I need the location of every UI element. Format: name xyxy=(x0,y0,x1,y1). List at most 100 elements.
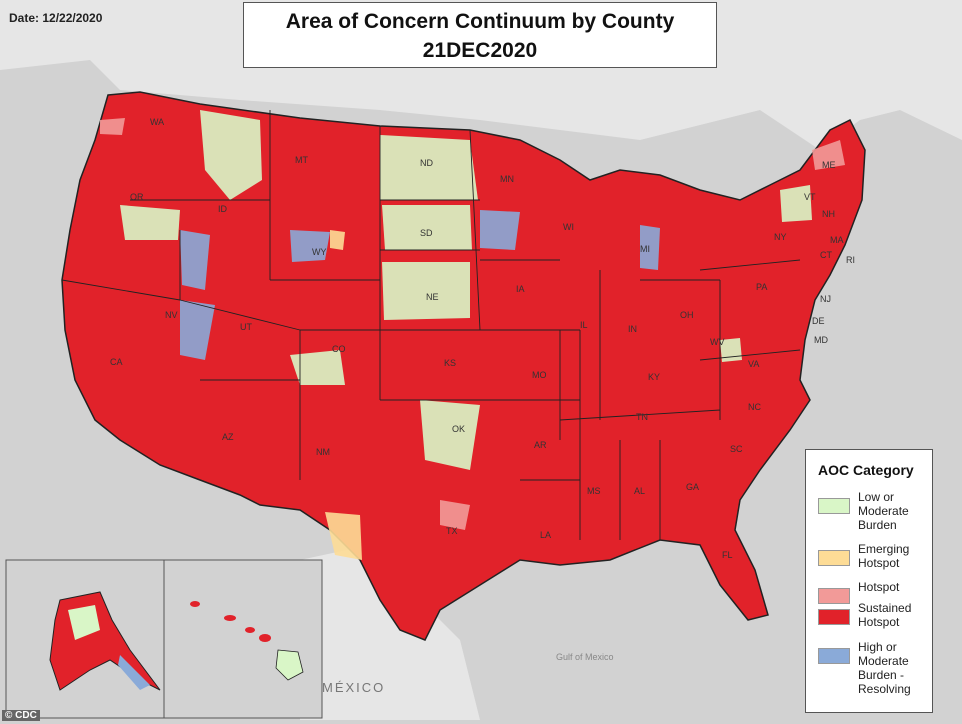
gulf-label: Gulf of Mexico xyxy=(556,652,614,662)
state-label-md: MD xyxy=(814,335,828,345)
state-label-ma: MA xyxy=(830,235,844,245)
state-label-pa: PA xyxy=(756,282,767,292)
state-label-sd: SD xyxy=(420,228,433,238)
state-label-oh: OH xyxy=(680,310,694,320)
state-label-ia: IA xyxy=(516,284,525,294)
legend-label-sustained: Sustained Hotspot xyxy=(858,601,912,629)
county-patch xyxy=(120,205,180,240)
county-patch xyxy=(180,300,215,360)
hawaii-big-island xyxy=(275,649,304,681)
legend-swatch-hotspot xyxy=(818,588,850,604)
state-label-nd: ND xyxy=(420,158,433,168)
county-patch xyxy=(382,262,470,320)
state-label-ca: CA xyxy=(110,357,123,367)
contiguous-us xyxy=(61,91,866,641)
county-patch xyxy=(330,230,345,250)
state-label-ut: UT xyxy=(240,322,252,332)
state-label-tn: TN xyxy=(636,412,648,422)
state-label-tx: TX xyxy=(446,526,458,536)
state-label-co: CO xyxy=(332,344,346,354)
state-label-wy: WY xyxy=(312,247,327,257)
state-label-nc: NC xyxy=(748,402,761,412)
county-patch xyxy=(200,110,262,200)
legend-item-emerging: Emerging Hotspot xyxy=(818,542,930,570)
county-patch xyxy=(382,205,472,250)
hawaii-inset xyxy=(163,559,323,719)
state-label-ct: CT xyxy=(820,250,832,260)
state-label-id: ID xyxy=(218,204,228,214)
state-borders xyxy=(61,110,801,540)
state-label-mt: MT xyxy=(295,155,308,165)
county-patch xyxy=(180,230,210,290)
state-label-or: OR xyxy=(130,192,144,202)
legend-item-resolving: High or Moderate Burden - Resolving xyxy=(818,640,930,696)
legend-label-emerging: Emerging Hotspot xyxy=(858,542,910,570)
state-label-il: IL xyxy=(580,320,588,330)
legend-label-low: Low or Moderate Burden xyxy=(858,490,909,532)
title-box: Area of Concern Continuum by County 21DE… xyxy=(243,2,717,68)
state-label-al: AL xyxy=(634,486,645,496)
legend-label-resolving: High or Moderate Burden - Resolving xyxy=(858,640,911,696)
state-label-mo: MO xyxy=(532,370,547,380)
legend-swatch-sustained xyxy=(818,609,850,625)
state-label-nj: NJ xyxy=(820,294,831,304)
state-label-la: LA xyxy=(540,530,551,540)
legend-title: AOC Category xyxy=(818,462,914,478)
legend-item-hotspot: Hotspot xyxy=(818,580,930,604)
state-label-sc: SC xyxy=(730,444,743,454)
state-label-ga: GA xyxy=(686,482,699,492)
state-label-mi: MI xyxy=(640,244,650,254)
state-label-ky: KY xyxy=(648,372,660,382)
state-label-va: VA xyxy=(748,359,759,369)
county-patch xyxy=(380,135,478,200)
state-label-nv: NV xyxy=(165,310,178,320)
state-label-wv: WV xyxy=(710,337,725,347)
legend-item-low: Low or Moderate Burden xyxy=(818,490,930,532)
mexico-landmass xyxy=(300,545,480,720)
date-label: Date: 12/22/2020 xyxy=(9,11,103,25)
state-label-wa: WA xyxy=(150,117,164,127)
county-patches xyxy=(60,110,845,640)
state-label-me: ME xyxy=(822,160,836,170)
state-label-ri: RI xyxy=(846,255,855,265)
county-patch xyxy=(780,185,812,222)
state-label-ar: AR xyxy=(534,440,547,450)
mexico-label: MÉXICO xyxy=(322,680,385,695)
state-label-ok: OK xyxy=(452,424,465,434)
state-label-de: DE xyxy=(812,316,825,326)
state-label-nm: NM xyxy=(316,447,330,457)
county-patch xyxy=(480,210,520,250)
state-label-vt: VT xyxy=(804,192,816,202)
cdc-credit: © CDC xyxy=(2,710,40,721)
state-label-in: IN xyxy=(628,324,637,334)
canada-landmass xyxy=(0,0,962,150)
map-title: Area of Concern Continuum by County xyxy=(285,10,675,33)
county-patch xyxy=(640,225,660,270)
state-label-mn: MN xyxy=(500,174,514,184)
state-label-az: AZ xyxy=(222,432,234,442)
county-patch xyxy=(420,400,480,470)
state-label-ks: KS xyxy=(444,358,456,368)
legend: AOC Category Low or Moderate Burden Emer… xyxy=(805,449,933,713)
state-labels: WA OR CA ID NV MT WY UT AZ CO NM ND SD NE KS OK TX MN IA MO… xyxy=(88,117,855,664)
legend-label-hotspot: Hotspot xyxy=(858,580,900,594)
state-label-nh: NH xyxy=(822,209,835,219)
state-label-wi: WI xyxy=(563,222,574,232)
legend-item-sustained: Sustained Hotspot xyxy=(818,601,930,629)
map-subtitle-date: 21DEC2020 xyxy=(422,39,538,62)
legend-swatch-low xyxy=(818,498,850,514)
state-label-ms: MS xyxy=(587,486,601,496)
county-patch xyxy=(290,230,330,262)
legend-swatch-resolving xyxy=(818,648,850,664)
county-patch xyxy=(325,512,362,560)
legend-swatch-emerging xyxy=(818,550,850,566)
state-label-ne: NE xyxy=(426,292,439,302)
county-patch xyxy=(290,350,345,385)
county-patch xyxy=(812,140,845,170)
state-label-ny: NY xyxy=(774,232,787,242)
county-patch xyxy=(100,118,125,135)
county-patch xyxy=(440,500,470,530)
state-label-fl: FL xyxy=(722,550,733,560)
